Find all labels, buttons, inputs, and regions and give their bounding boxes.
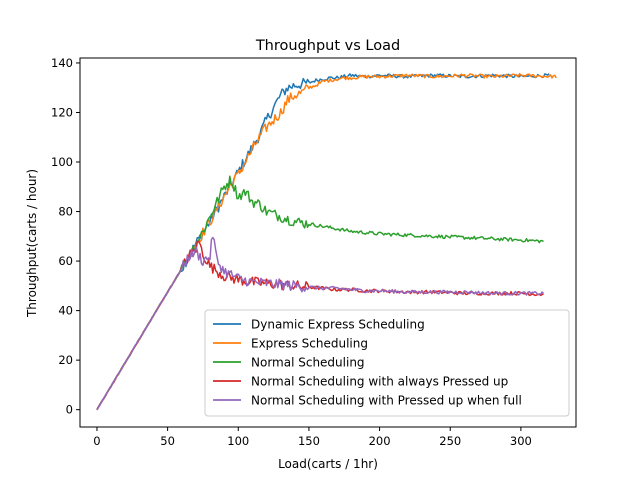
plot-frame [79, 57, 577, 428]
legend-entry-1: Express Scheduling [251, 337, 368, 351]
y-tick-label: 20 [58, 353, 73, 367]
y-tick-label: 0 [66, 403, 73, 417]
x-tick-label: 150 [298, 434, 320, 448]
x-tick-label: 250 [439, 434, 461, 448]
series-line-4 [96, 236, 545, 411]
y-tick-label: 100 [51, 155, 73, 169]
y-axis-label: Throughput(carts / hour) [25, 169, 39, 318]
x-tick-label: 200 [369, 434, 391, 448]
legend-entry-2: Normal Scheduling [251, 356, 365, 370]
x-tick-label: 0 [93, 434, 100, 448]
y-tick-label: 120 [51, 105, 73, 119]
chart-title: Throughput vs Load [255, 38, 400, 54]
y-tick-label: 140 [51, 56, 73, 70]
series-layer [96, 72, 557, 411]
legend: Dynamic Express Scheduling Express Schedu… [204, 309, 570, 417]
legend-entry-0: Dynamic Express Scheduling [251, 318, 425, 332]
legend-entry-4: Normal Scheduling with Pressed up when f… [251, 394, 522, 408]
y-tick-label: 40 [58, 304, 73, 318]
legend-entry-3: Normal Scheduling with always Pressed up [251, 375, 508, 389]
y-tick-label: 60 [58, 254, 73, 268]
tick-layer: 0 50 100 150 200 250 300 0 20 40 60 80 100 120 140 [51, 56, 532, 448]
y-tick-label: 80 [58, 205, 73, 219]
legend-box [204, 309, 570, 417]
x-tick-label: 50 [160, 434, 175, 448]
x-tick-label: 300 [510, 434, 532, 448]
x-tick-label: 100 [227, 434, 249, 448]
x-axis-label: Load(carts / 1hr) [278, 457, 378, 471]
